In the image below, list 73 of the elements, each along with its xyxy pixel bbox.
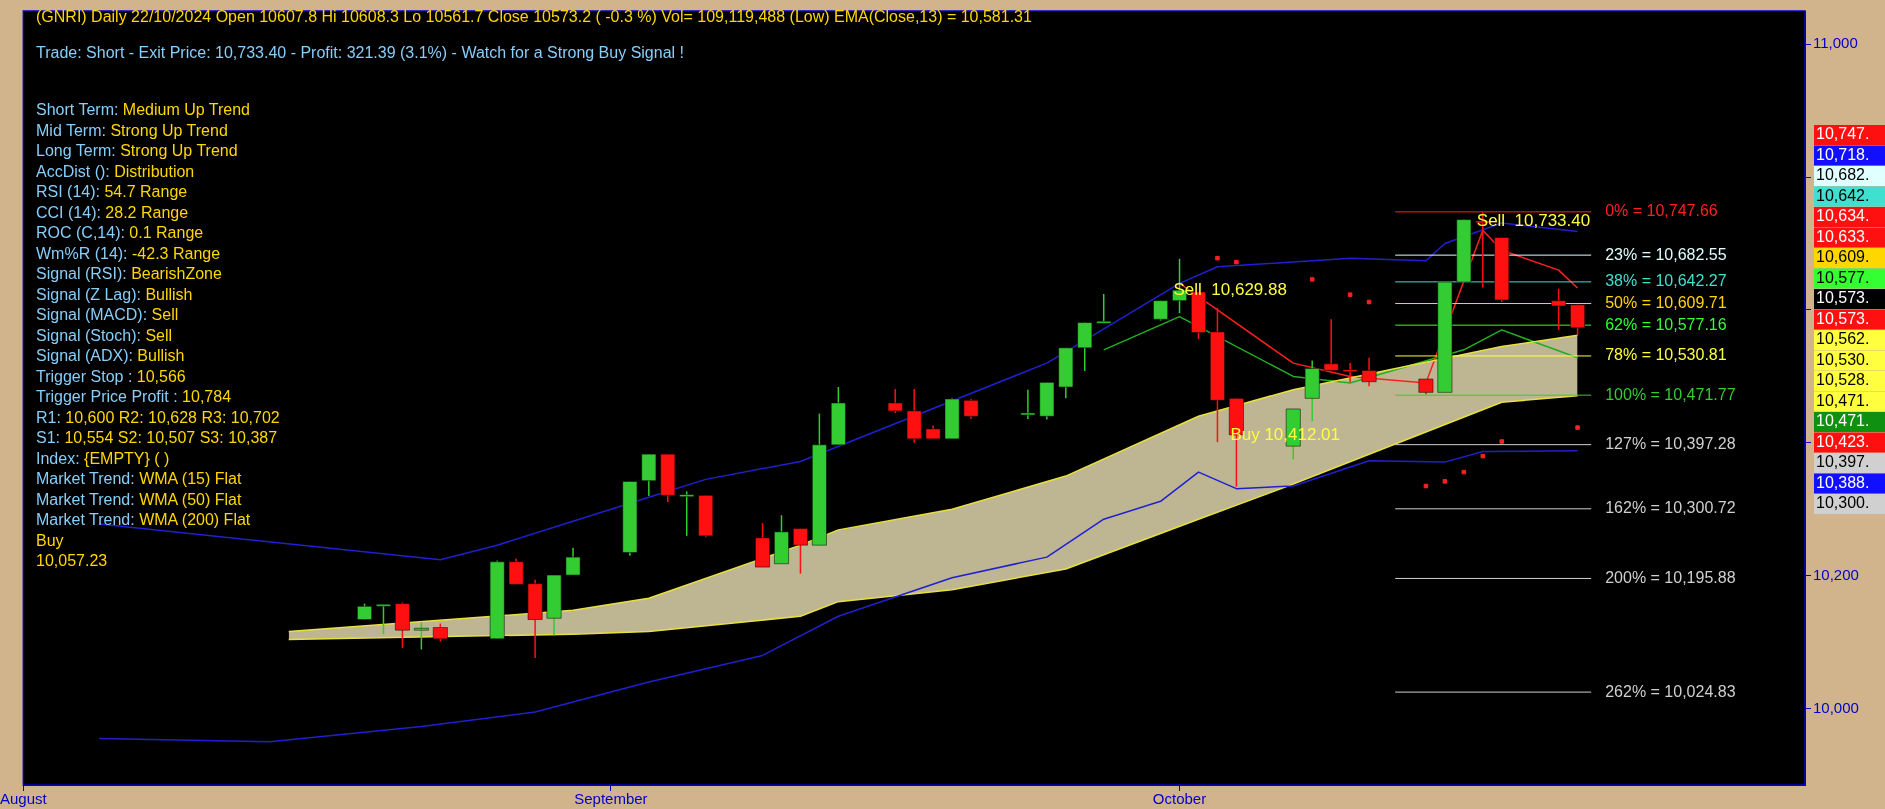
y-tick-label: 10,200 xyxy=(1813,565,1859,583)
annotation: Signal (MACD): Sell xyxy=(36,306,179,323)
annotation: Buy 10,057.23 xyxy=(36,531,108,569)
annotation: RSI (14): 54.7 Range xyxy=(36,183,188,200)
annotation: ROC (C,14): 0.1 Range xyxy=(36,224,204,241)
text: 10,530. xyxy=(1816,350,1870,368)
text: 10,573. xyxy=(1816,309,1870,327)
text: 10,300. xyxy=(1816,494,1870,512)
ref-line-label: 162% = 10,300.72 xyxy=(1605,499,1736,517)
x-tick-label: October xyxy=(1152,790,1207,808)
text: 10,388. xyxy=(1816,473,1870,491)
candlestick xyxy=(376,603,391,635)
annotation: Wm%R (14): -42.3 Range xyxy=(36,244,221,262)
text: 10,682. xyxy=(1816,166,1870,184)
annotation: CCI (14): 28.2 Range xyxy=(36,203,189,221)
annotation: Mid Term: Strong Up Trend xyxy=(36,121,228,139)
point xyxy=(1309,277,1315,282)
annotation: Market Trend: WMA (15) Flat xyxy=(36,470,242,487)
text: 10,642. xyxy=(1816,186,1870,204)
annotation: Short Term: Medium Up Trend xyxy=(36,101,251,118)
point xyxy=(1575,425,1580,430)
point xyxy=(1442,479,1448,484)
text: Trade: Short - Exit Price: 10,733.40 - Profit: 321.39 (3.1%) - Watch for a Strong Buy Signal ! xyxy=(36,44,684,62)
text: 10,562. xyxy=(1816,330,1870,348)
text: 10,634. xyxy=(1816,207,1870,225)
annotation: Index: {EMPTY} ( ) xyxy=(36,449,170,467)
text: 10,609. xyxy=(1816,248,1870,266)
annotation: Trigger Price Profit : 10,784 xyxy=(36,388,232,405)
point xyxy=(1234,259,1239,265)
annotation: Signal (RSI): BearishZone xyxy=(36,265,222,282)
annotation: Signal (ADX): Bullish xyxy=(36,347,185,364)
candlestick xyxy=(793,527,808,575)
ref-line-label: 100% = 10,471.77 xyxy=(1605,385,1736,403)
text: 10,423. xyxy=(1816,432,1870,450)
point xyxy=(1499,439,1505,444)
text: 10,633. xyxy=(1816,227,1870,245)
chart-title: (GNRI) Daily 22/10/2024 Open 10607.8 Hi 10608.3 Lo 10561.7 Close 10573.2 ( -0.3 %) Vol= 109,119,488 (Low) EMA(Close,13) = 10,581.31 xyxy=(36,8,1032,26)
x-tick-label: September xyxy=(574,790,648,808)
candlestick xyxy=(1361,357,1377,388)
ref-line-label: 38% = 10,642.27 xyxy=(1605,272,1727,290)
y-tick-label: 10,000 xyxy=(1813,698,1859,716)
ref-line-label: 262% = 10,024.83 xyxy=(1605,682,1736,700)
annotation: Trigger Stop : 10,566 xyxy=(36,367,186,385)
point xyxy=(1347,292,1353,297)
annotation: AccDist (): Distribution xyxy=(36,162,195,180)
text: 10,471. xyxy=(1816,391,1870,409)
point xyxy=(1461,469,1467,475)
annotation: Signal (Z Lag): Bullish xyxy=(36,285,193,303)
annotation: S1: 10,554 S2: 10,507 S3: 10,387 xyxy=(36,429,278,446)
y-tick-label: 11,000 xyxy=(1813,34,1858,52)
annotation: Market Trend: WMA (200) Flat xyxy=(36,511,251,528)
ref-line-label: 0% = 10,747.66 xyxy=(1605,202,1718,220)
text: 10,528. xyxy=(1816,371,1870,389)
annotation: Long Term: Strong Up Trend xyxy=(36,142,238,159)
text: 10,747. xyxy=(1816,125,1870,143)
ref-line-label: 200% = 10,195.88 xyxy=(1605,568,1736,586)
ref-line-label: 23% = 10,682.55 xyxy=(1605,245,1727,263)
text: 10,718. xyxy=(1816,145,1870,163)
annotation: Market Trend: WMA (50) Flat xyxy=(36,490,242,508)
text: 10,577. xyxy=(1816,268,1870,286)
annotation: Signal (Stoch): Sell xyxy=(36,326,173,344)
text: 10,573. xyxy=(1816,289,1870,307)
ref-line-label: 62% = 10,577.16 xyxy=(1605,315,1727,333)
text: 10,471. xyxy=(1816,412,1870,430)
point xyxy=(1480,453,1486,459)
point xyxy=(1215,255,1220,261)
ref-line-label: 127% = 10,397.28 xyxy=(1605,435,1736,453)
annotation: R1: 10,600 R2: 10,628 R3: 10,702 xyxy=(36,408,280,426)
text: 10,397. xyxy=(1816,453,1870,471)
ref-line-label: 50% = 10,609.71 xyxy=(1605,293,1727,311)
x-tick-label: August xyxy=(0,790,48,808)
candlestick xyxy=(963,398,979,420)
ref-line-label: 78% = 10,530.81 xyxy=(1605,346,1727,364)
